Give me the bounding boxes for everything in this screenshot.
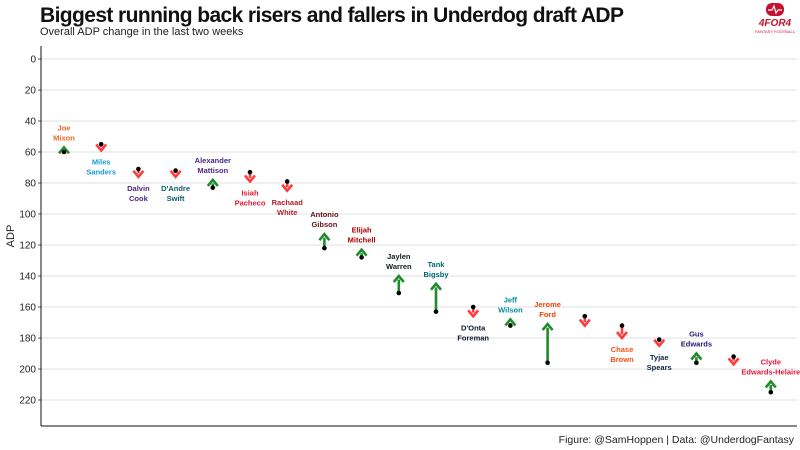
chart-caption: Figure: @SamHoppen | Data: @UnderdogFant… — [558, 434, 794, 446]
player-first-name: Chase — [611, 345, 634, 354]
adp-before-point — [768, 389, 774, 395]
adp-before-point — [656, 337, 662, 342]
player-last-name: Gibson — [311, 220, 337, 229]
arrow-head — [727, 357, 740, 367]
player-last-name: Brown — [610, 355, 634, 364]
adp-before-point — [619, 323, 625, 328]
arrow-head — [541, 322, 554, 331]
chart-subtitle: Overall ADP change in the last two weeks — [40, 26, 244, 38]
logo-tagline: FANTASY FOOTBALL — [755, 29, 796, 34]
y-tick-label: 220 — [19, 396, 36, 407]
player-last-name: Bigsby — [423, 270, 449, 279]
arrow-head — [58, 145, 70, 155]
y-tick-label: 20 — [25, 86, 37, 97]
player-last-name: White — [277, 208, 297, 217]
arrow-head — [467, 309, 480, 319]
arrow-head — [578, 318, 591, 328]
adp-before-point — [284, 179, 290, 184]
adp-before-point — [247, 169, 253, 175]
player-last-name: Cook — [129, 194, 149, 203]
y-tick-label: 140 — [19, 272, 36, 283]
player-first-name: Alexander — [195, 156, 231, 165]
player-first-name: D'Andre — [161, 184, 190, 193]
player-first-name: Tank — [428, 260, 446, 269]
y-tick-label: 160 — [19, 303, 36, 314]
arrow-head — [392, 273, 405, 283]
y-tick-label: 60 — [25, 148, 37, 159]
adp-before-point — [61, 149, 67, 155]
player-last-name: Sanders — [86, 167, 116, 176]
player-first-name: D'Onta — [461, 323, 486, 332]
arrow-head — [318, 232, 331, 241]
y-tick-label: 80 — [25, 179, 37, 190]
y-tick-label: 200 — [19, 365, 36, 376]
player-last-name: Ford — [539, 310, 556, 319]
arrow-head — [616, 331, 628, 341]
chart-title: Biggest running back risers and fallers … — [40, 4, 624, 27]
player-first-name: Elijah — [352, 226, 372, 235]
adp-before-point — [98, 141, 104, 147]
player-first-name: Antonio — [310, 210, 339, 219]
arrow-head — [95, 143, 108, 153]
player-first-name: Jerome — [534, 300, 561, 309]
player-last-name: Pacheco — [235, 198, 266, 207]
adp-before-point — [545, 360, 550, 366]
arrow-head — [132, 169, 145, 179]
adp-before-point — [470, 304, 476, 310]
adp-before-point — [210, 185, 216, 190]
arrow-head — [206, 177, 219, 187]
y-tick-label: 120 — [19, 241, 36, 252]
player-first-name: Gus — [689, 330, 704, 339]
player-last-name: Foreman — [457, 333, 489, 342]
adp-before-point — [322, 245, 327, 251]
player-first-name: Rachaad — [272, 198, 304, 207]
arrow-head — [504, 317, 517, 327]
logo-brand-text: 4FOR4 — [758, 18, 792, 29]
y-tick-label: 0 — [30, 55, 36, 66]
player-first-name: Clyde — [761, 357, 781, 366]
y-axis-label: ADP — [5, 225, 17, 248]
player-last-name: Wilson — [498, 305, 523, 314]
adp-before-point — [508, 323, 513, 328]
adp-before-point — [433, 309, 439, 314]
adp-before-point — [731, 354, 736, 359]
player-first-name: Jaylen — [387, 252, 411, 261]
arrow-head — [653, 338, 666, 348]
adp-before-point — [359, 255, 364, 260]
player-last-name: Swift — [167, 194, 185, 203]
player-last-name: Spears — [647, 363, 672, 372]
player-last-name: Edwards — [681, 340, 712, 349]
player-last-name: Edwards-Helaire — [741, 367, 800, 376]
arrow-head — [355, 247, 368, 257]
arrow-head — [281, 183, 294, 193]
y-tick-label: 100 — [19, 210, 36, 221]
arrow-head — [690, 351, 703, 361]
4for4-logo: 4FOR4 FANTASY FOOTBALL — [755, 3, 796, 34]
player-first-name: Jeff — [504, 295, 518, 304]
y-tick-label: 180 — [19, 334, 36, 345]
adp-before-point — [173, 168, 178, 173]
adp-before-point — [582, 314, 588, 319]
arrow-head — [430, 281, 442, 291]
player-first-name: Isiah — [241, 188, 259, 197]
player-first-name: Miles — [92, 157, 111, 166]
player-last-name: Mattison — [197, 166, 228, 175]
player-first-name: Joe — [58, 123, 71, 132]
arrow-head — [169, 169, 182, 179]
adp-before-point — [694, 360, 699, 366]
player-last-name: Mitchell — [348, 236, 376, 245]
adp-before-point — [396, 290, 402, 296]
player-first-name: Tyjae — [650, 353, 669, 362]
adp-before-point — [136, 166, 141, 172]
heartbeat-icon — [768, 4, 782, 15]
player-last-name: Warren — [386, 262, 412, 271]
arrow-head — [764, 379, 777, 389]
arrow-head — [244, 174, 256, 184]
player-last-name: Mixon — [53, 133, 75, 142]
player-first-name: Dalvin — [127, 184, 150, 193]
y-tick-label: 40 — [25, 117, 37, 128]
